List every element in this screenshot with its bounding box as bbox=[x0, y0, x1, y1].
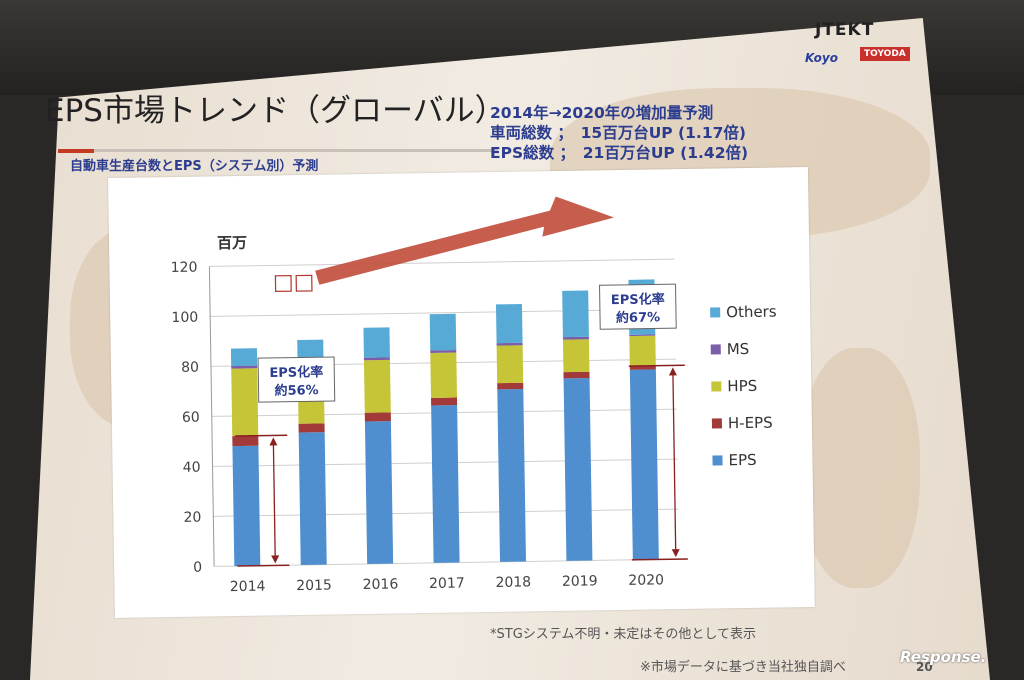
bar-segment-hps bbox=[629, 335, 656, 367]
note-source: ※市場データに基づき当社独自調べ bbox=[640, 660, 846, 675]
eps-ratio-callout-line2: 約56% bbox=[274, 382, 318, 399]
x-tick-label: 2017 bbox=[429, 575, 465, 592]
bar-segment-ms bbox=[231, 365, 258, 369]
bar-segment-hps bbox=[496, 345, 524, 384]
forecast-summary: 2014年→2020年の増加量予測 車両総数 ； 15百万台UP (1.17倍)… bbox=[490, 103, 748, 163]
bar-segment-eps bbox=[629, 369, 659, 560]
chart-panel: 百万 0 20 40 60 80 100 120 2014 2015 2016 2017 2018 201… bbox=[108, 167, 815, 618]
eps-ratio-bracket-line bbox=[672, 369, 677, 556]
bar-segment-ms bbox=[629, 334, 656, 337]
bar-segment-ms bbox=[363, 357, 390, 361]
y-tick-label: 60 bbox=[182, 410, 200, 426]
eps-ratio-callout-line1: EPS化率 bbox=[611, 291, 665, 308]
bar-segment-ms bbox=[562, 336, 589, 340]
x-tick-label: 2014 bbox=[230, 579, 266, 596]
legend-swatch-ms bbox=[710, 344, 721, 355]
logo-toyoda: TOYODA bbox=[860, 47, 910, 61]
eps-ratio-callout-line1: EPS化率 bbox=[269, 364, 323, 381]
y-tick-label: 40 bbox=[183, 460, 201, 476]
map-continent-shape bbox=[800, 348, 920, 588]
legend-swatch-others bbox=[710, 307, 721, 318]
legend-swatch-eps bbox=[712, 455, 723, 466]
bar-segment-eps bbox=[232, 445, 261, 567]
eps-ratio-bracket-top bbox=[628, 364, 685, 367]
bar-segment-h-eps bbox=[232, 435, 259, 447]
x-tick-label: 2015 bbox=[296, 578, 332, 595]
forecast-line-3: EPS総数 ； 21百万台UP (1.42倍) bbox=[490, 144, 749, 162]
bar-segment-eps bbox=[563, 377, 593, 561]
gridline bbox=[209, 258, 675, 267]
forecast-line-2: 車両総数 ； 15百万台UP (1.17倍) bbox=[490, 124, 746, 142]
eps-ratio-bracket-bottom bbox=[631, 558, 688, 561]
y-tick-label: 100 bbox=[171, 310, 198, 326]
stacked-bar-chart: 百万 0 20 40 60 80 100 120 2014 2015 2016 2017 2018 201… bbox=[171, 196, 777, 596]
trend-box-label: □□ bbox=[273, 270, 315, 296]
legend-label-ms: MS bbox=[727, 340, 750, 358]
watermark: Response. bbox=[900, 648, 987, 666]
bar-segment-h-eps bbox=[364, 412, 391, 422]
page-number: 20 bbox=[916, 660, 933, 674]
bar-segment-hps bbox=[562, 339, 590, 373]
legend-label-others: Others bbox=[726, 303, 777, 322]
y-tick-label: 20 bbox=[183, 510, 201, 526]
bar-segment-others bbox=[429, 313, 457, 351]
bar-segment-eps bbox=[431, 405, 460, 563]
bar-segment-eps bbox=[298, 432, 327, 566]
logo-jtekt: JTEKT bbox=[815, 20, 875, 40]
bar-segment-others bbox=[230, 348, 258, 367]
x-tick-label: 2016 bbox=[363, 576, 399, 593]
eps-ratio-bracket-top bbox=[235, 434, 288, 437]
slide-subtitle: 自動車生産台数とEPS（システム別）予測 bbox=[70, 159, 319, 174]
legend-swatch-hps bbox=[711, 381, 722, 392]
title-underline bbox=[58, 149, 498, 152]
bar-segment-eps bbox=[364, 421, 394, 564]
x-tick-label: 2020 bbox=[628, 572, 664, 589]
y-axis bbox=[208, 266, 215, 567]
bar-segment-ms bbox=[496, 342, 523, 346]
eps-ratio-arrow-up bbox=[668, 367, 677, 376]
bar-segment-hps bbox=[430, 352, 457, 398]
gridline bbox=[210, 308, 676, 317]
y-tick-label: 0 bbox=[193, 560, 202, 576]
bar-segment-hps bbox=[363, 359, 391, 413]
y-tick-label: 80 bbox=[181, 360, 199, 376]
logo-koyo: Koyo bbox=[805, 51, 838, 65]
eps-ratio-callout-box bbox=[257, 356, 336, 403]
bar-segment-h-eps bbox=[298, 423, 325, 433]
bar-segment-others bbox=[495, 304, 523, 344]
title-accent-bar bbox=[58, 149, 94, 153]
bar-segment-h-eps bbox=[563, 371, 590, 379]
forecast-line-1: 2014年→2020年の増加量予測 bbox=[490, 104, 714, 122]
bar-segment-others bbox=[363, 327, 390, 358]
slide-title: EPS市場トレンド（グローバル） bbox=[45, 93, 506, 129]
eps-ratio-bracket-bottom bbox=[237, 564, 290, 567]
bar-segment-h-eps bbox=[430, 397, 458, 406]
eps-ratio-callout-line2: 約67% bbox=[616, 309, 660, 326]
note-stg: *STGシステム不明・未定はその他として表示 bbox=[490, 627, 756, 642]
eps-ratio-arrow-down bbox=[271, 555, 280, 564]
y-unit-label: 百万 bbox=[217, 234, 247, 252]
eps-ratio-arrow-up bbox=[269, 437, 278, 446]
legend-label-eps: EPS bbox=[728, 451, 756, 469]
x-tick-label: 2019 bbox=[562, 573, 598, 590]
eps-ratio-bracket-line bbox=[272, 439, 276, 562]
bar-segment-ms bbox=[430, 350, 457, 353]
x-tick-label: 2018 bbox=[495, 574, 531, 591]
eps-ratio-callout-box bbox=[599, 283, 677, 330]
legend-label-hps: HPS bbox=[727, 377, 757, 395]
bar-segment-h-eps bbox=[497, 382, 524, 390]
trend-arrow bbox=[315, 196, 615, 285]
legend-label-h-eps: H-EPS bbox=[728, 414, 773, 433]
legend-swatch-h-eps bbox=[711, 418, 723, 429]
bar-segment-others bbox=[562, 290, 589, 338]
eps-ratio-arrow-down bbox=[671, 549, 680, 558]
y-tick-label: 120 bbox=[171, 260, 198, 276]
bar-segment-hps bbox=[231, 368, 259, 437]
bar-segment-eps bbox=[497, 389, 527, 562]
